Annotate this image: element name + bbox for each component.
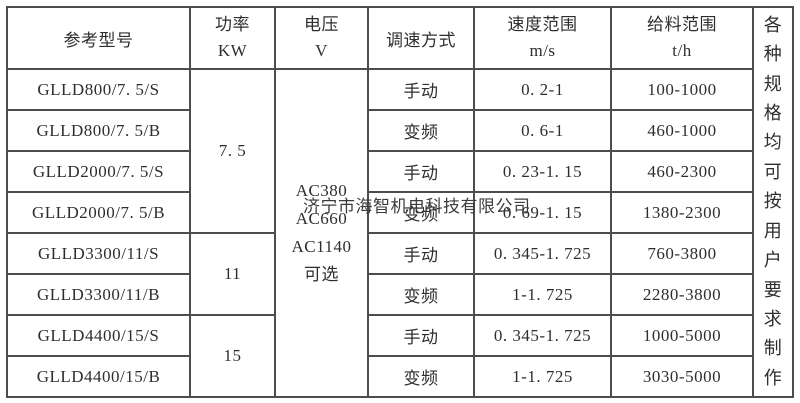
mode-cell: 手动 — [367, 314, 475, 357]
header-row: 参考型号 功率 KW 电压 V 调速方式 速度范围 m/s 给料范围 t/h — [6, 6, 794, 398]
table-row: GLLD800/7. 5/B 变频 0. 6-1 460-1000 — [6, 109, 793, 152]
model-cell: GLLD2000/7. 5/B — [6, 191, 191, 234]
feed-cell: 1380-2300 — [610, 191, 754, 234]
mode-cell: 变频 — [367, 355, 475, 398]
model-cell: GLLD3300/11/B — [6, 273, 191, 316]
mode-cell: 变频 — [367, 109, 475, 152]
header-power: 功率 KW — [189, 6, 276, 70]
feed-cell: 460-1000 — [610, 109, 754, 152]
voltage-options-cell: AC380 AC660 AC1140 可选 — [274, 68, 369, 398]
feed-cell: 1000-5000 — [610, 314, 754, 357]
header-power-label: 功率 — [215, 15, 250, 34]
power-group-cell: 11 — [189, 232, 276, 316]
speed-cell: 0. 6-1 — [473, 109, 612, 152]
speed-cell: 0. 2-1 — [473, 68, 612, 111]
table-row: GLLD4400/15/S 15 手动 0. 345-1. 725 1000-5… — [6, 314, 793, 398]
header-speed-range-unit: m/s — [529, 41, 556, 60]
feed-cell: 760-3800 — [610, 232, 754, 275]
table-row: GLLD800/7. 5/S 7. 5 AC380 AC660 AC1140 可… — [6, 68, 793, 398]
voltage-option: 可选 — [304, 265, 339, 284]
feed-cell: 2280-3800 — [610, 273, 754, 316]
feed-cell: 3030-5000 — [610, 355, 754, 398]
header-model: 参考型号 — [6, 6, 191, 70]
mode-cell: 变频 — [367, 273, 475, 316]
table-row: GLLD3300/11/B 变频 1-1. 725 2280-3800 — [6, 273, 793, 316]
table-row: GLLD2000/7. 5/B 变频 0. 69-1. 15 1380-2300 — [6, 191, 793, 234]
feed-cell: 100-1000 — [610, 68, 754, 111]
header-feed-range-label: 给料范围 — [647, 15, 717, 34]
model-cell: GLLD800/7. 5/S — [6, 68, 191, 111]
header-voltage: 电压 V — [274, 6, 369, 70]
side-note-cell: 各种规格均可按用户要求制作 — [752, 6, 794, 398]
header-speed-mode-label: 调速方式 — [386, 30, 456, 50]
header-speed-range-label: 速度范围 — [507, 15, 578, 34]
header-model-label: 参考型号 — [63, 30, 134, 50]
model-cell: GLLD4400/15/B — [6, 355, 191, 398]
table-row: GLLD4400/15/B 变频 1-1. 725 3030-5000 — [6, 355, 793, 398]
spec-table: 参考型号 功率 KW 电压 V 调速方式 速度范围 m/s 给料范围 t/h — [6, 6, 794, 398]
feed-cell: 460-2300 — [610, 150, 754, 193]
side-note-vertical-text: 各种规格均可按用户要求制作 — [763, 14, 783, 388]
model-cell: GLLD3300/11/S — [6, 232, 191, 275]
voltage-option: AC1140 — [291, 237, 352, 256]
table-row: GLLD2000/7. 5/S 手动 0. 23-1. 15 460-2300 — [6, 150, 793, 193]
company-watermark: 济宁市海智机电科技有限公司 — [303, 197, 531, 216]
speed-cell: 0. 345-1. 725 — [473, 314, 612, 357]
speed-cell: 0. 345-1. 725 — [473, 232, 612, 275]
model-cell: GLLD800/7. 5/B — [6, 109, 191, 152]
header-feed-range: 给料范围 t/h — [610, 6, 754, 70]
speed-cell: 0. 69-1. 15 — [473, 191, 612, 234]
speed-cell: 1-1. 725 — [473, 273, 612, 316]
header-feed-range-unit: t/h — [672, 41, 692, 60]
model-cell: GLLD4400/15/S — [6, 314, 191, 357]
header-voltage-unit: V — [315, 41, 328, 60]
speed-cell: 0. 23-1. 15 — [473, 150, 612, 193]
header-speed-range: 速度范围 m/s — [473, 6, 612, 70]
voltage-option: AC380 — [295, 181, 348, 200]
power-group-cell: 15 — [189, 314, 276, 398]
mode-cell: 手动 — [367, 150, 475, 193]
mode-cell: 变频 — [367, 191, 475, 234]
power-group-cell: 7. 5 — [189, 68, 276, 234]
header-voltage-label: 电压 — [304, 15, 339, 34]
speed-cell: 1-1. 725 — [473, 355, 612, 398]
header-speed-mode: 调速方式 — [367, 6, 475, 70]
model-cell: GLLD2000/7. 5/S — [6, 150, 191, 193]
mode-cell: 手动 — [367, 68, 475, 111]
table-row: GLLD3300/11/S 11 手动 0. 345-1. 725 760-38… — [6, 232, 793, 316]
voltage-option: AC660 — [295, 209, 348, 228]
header-power-unit: KW — [217, 41, 248, 60]
mode-cell: 手动 — [367, 232, 475, 275]
